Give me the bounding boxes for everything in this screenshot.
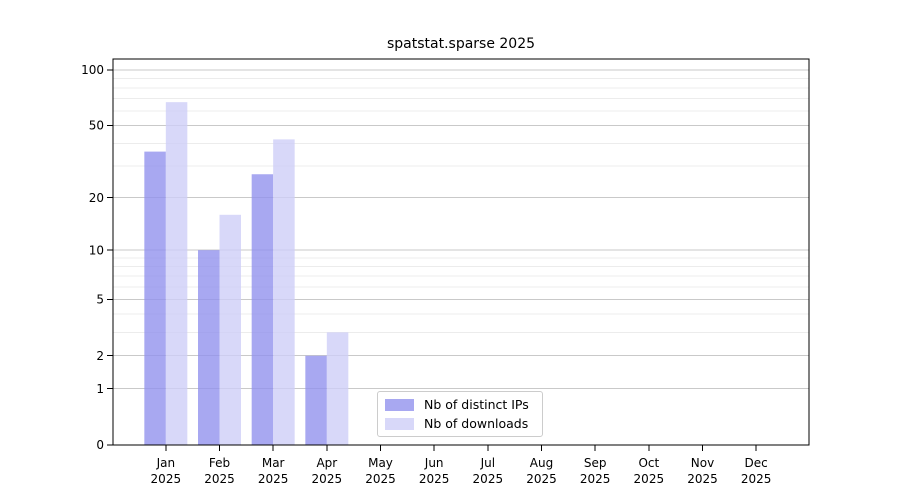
legend-label-downloads: Nb of downloads [424, 415, 529, 431]
x-tick-label-month: Oct [638, 456, 659, 470]
y-tick-label: 10 [89, 243, 104, 257]
x-tick-label-year: 2025 [687, 472, 718, 486]
bar-feb-series0 [198, 250, 220, 445]
x-tick-label-month: Feb [209, 456, 230, 470]
bar-mar-series1 [273, 139, 295, 445]
legend-label-distinct-ips: Nb of distinct IPs [424, 396, 529, 412]
legend-swatch-distinct-ips-icon [385, 398, 414, 411]
bar-mar-series0 [251, 174, 274, 445]
x-tick-label-month: Nov [691, 456, 714, 470]
legend-swatch-downloads-icon [385, 417, 414, 430]
x-tick-label-year: 2025 [580, 472, 611, 486]
legend: Nb of distinct IPs Nb of downloads [377, 391, 543, 437]
x-tick-label-month: Mar [262, 456, 285, 470]
x-tick-label-month: Apr [316, 456, 337, 470]
bar-jan-series0 [144, 151, 166, 445]
bar-apr-series1 [326, 332, 349, 445]
y-tick-label: 2 [96, 349, 104, 363]
x-tick-label-month: Sep [584, 456, 607, 470]
y-tick-label: 0 [96, 438, 104, 452]
x-tick-label-month: Jul [480, 456, 495, 470]
x-tick-label-year: 2025 [419, 472, 450, 486]
plot-border [112, 58, 810, 446]
y-tick-label: 5 [96, 293, 104, 307]
y-tick-label: 100 [81, 63, 104, 77]
x-tick-label-year: 2025 [204, 472, 235, 486]
bar-jan-series1 [165, 102, 188, 445]
x-tick-label-month: May [368, 456, 393, 470]
x-tick-label-year: 2025 [634, 472, 665, 486]
x-tick-label-year: 2025 [526, 472, 557, 486]
y-tick-label: 20 [89, 191, 104, 205]
bar-apr-series0 [305, 355, 327, 445]
legend-item-downloads: Nb of downloads [385, 415, 542, 431]
x-tick-label-year: 2025 [365, 472, 396, 486]
chart-title: spatstat.sparse 2025 [386, 36, 536, 52]
x-tick-label-month: Dec [745, 456, 768, 470]
x-tick-label-month: Jan [156, 456, 176, 470]
x-tick-label-month: Aug [530, 456, 553, 470]
x-tick-label-year: 2025 [473, 472, 504, 486]
legend-item-distinct-ips: Nb of distinct IPs [385, 396, 542, 412]
bar-feb-series1 [219, 214, 241, 445]
y-tick-label: 1 [96, 382, 104, 396]
x-tick-label-month: Jun [424, 456, 444, 470]
y-tick-label: 50 [89, 119, 104, 133]
x-tick-label-year: 2025 [151, 472, 182, 486]
x-tick-label-year: 2025 [312, 472, 343, 486]
x-tick-label-year: 2025 [741, 472, 772, 486]
x-tick-label-year: 2025 [258, 472, 289, 486]
